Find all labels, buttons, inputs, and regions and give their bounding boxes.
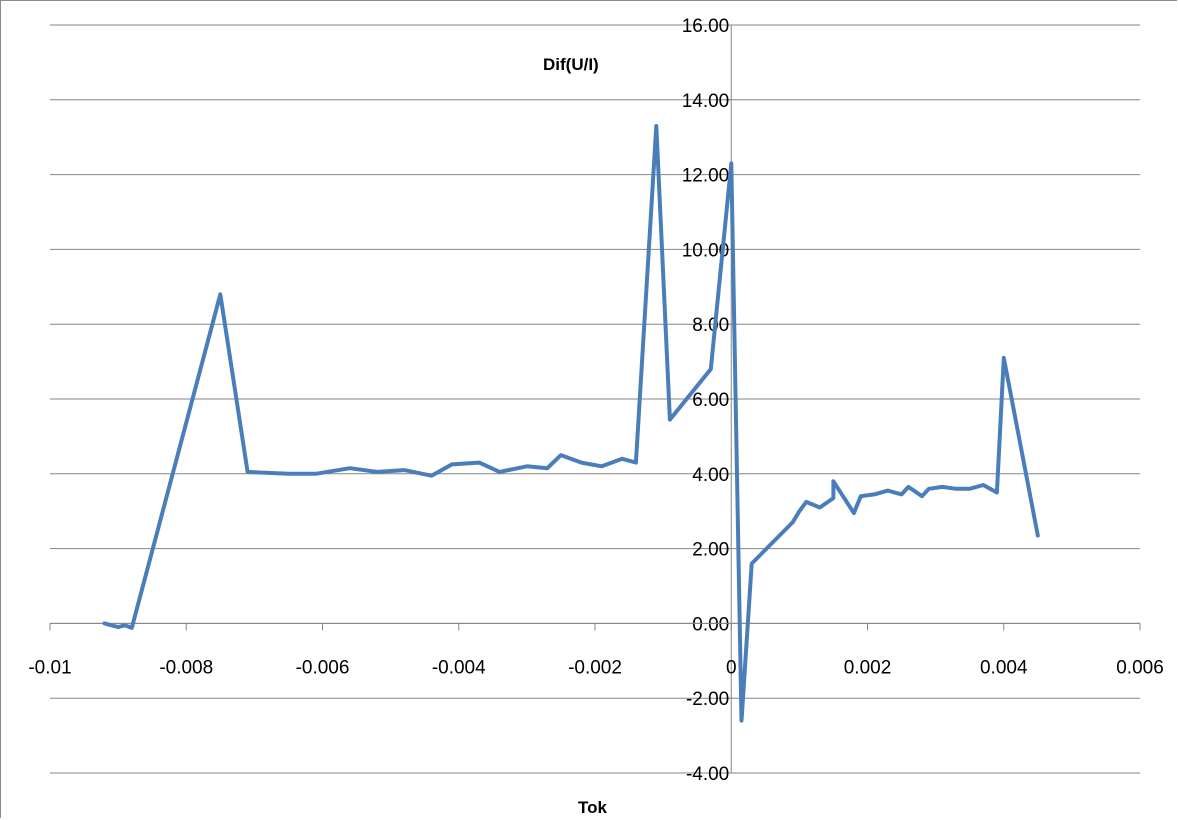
- y-tick-label: 2.00: [692, 540, 729, 561]
- x-tick-label: -0.002: [568, 657, 622, 678]
- x-tick-label: -0.01: [28, 657, 71, 678]
- x-tick-label: 0.006: [1116, 657, 1164, 678]
- x-tick-label: 0.002: [844, 657, 892, 678]
- x-tick-label: -0.008: [159, 657, 213, 678]
- y-tick-label: 16.00: [682, 16, 730, 37]
- y-tick-label: 12.00: [682, 166, 730, 187]
- x-tick-label: 0.004: [980, 657, 1028, 678]
- y-axis-title: Dif(U/I): [543, 55, 599, 74]
- x-tick-label: -0.006: [296, 657, 350, 678]
- y-tick-label: 14.00: [682, 91, 730, 112]
- x-axis-title: Tok: [578, 798, 608, 817]
- y-axis: 16.0014.0012.0010.008.006.004.002.000.00…: [682, 16, 732, 785]
- y-tick-label: 8.00: [692, 315, 729, 336]
- x-tick-label: 0: [726, 657, 737, 678]
- y-tick-label: -2.00: [686, 689, 729, 710]
- series-line: [105, 126, 1038, 721]
- y-tick-label: 0.00: [692, 614, 729, 635]
- y-tick-label: 6.00: [692, 390, 729, 411]
- y-tick-label: -4.00: [686, 764, 729, 785]
- x-axis: -0.01 -0.008 -0.006 -0.004 -0.002 0 0.002 0.004…: [28, 623, 1163, 678]
- plot-area: [104, 126, 1038, 721]
- y-tick-label: 4.00: [692, 465, 729, 486]
- x-tick-label: -0.004: [432, 657, 486, 678]
